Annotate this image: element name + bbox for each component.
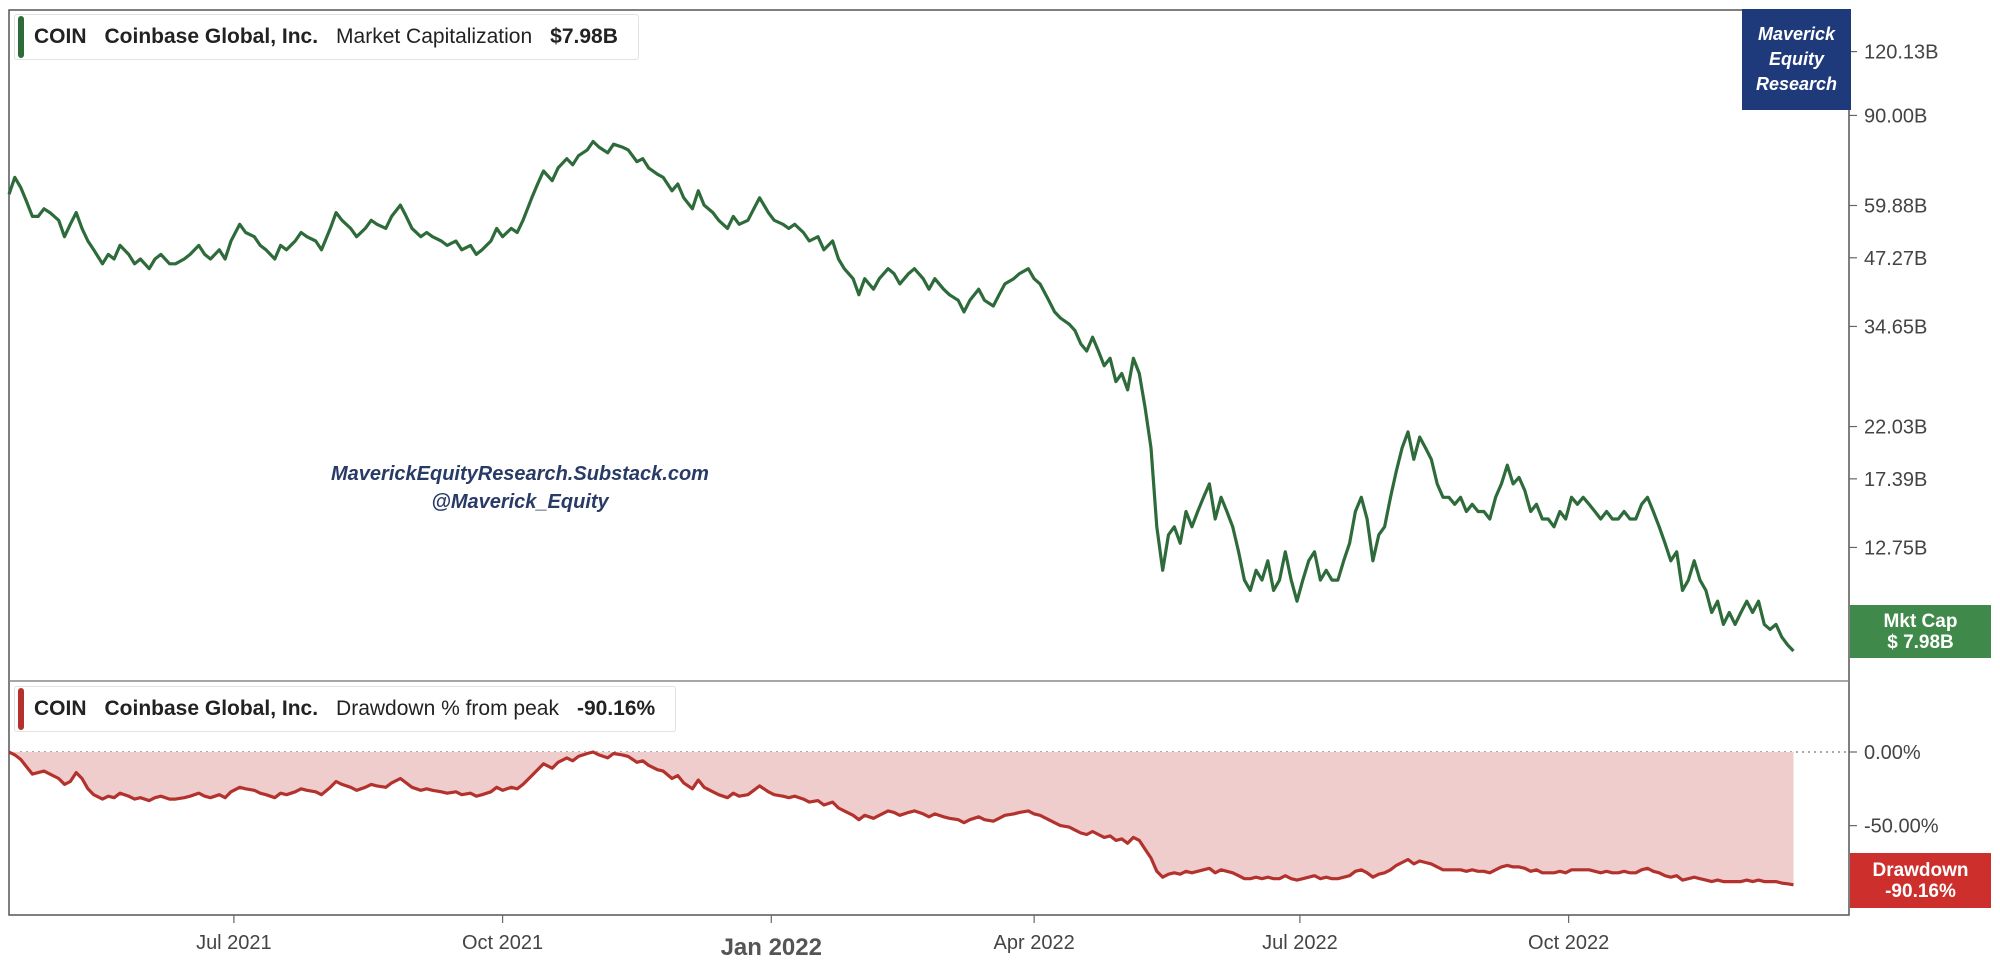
drawdown-line [8,750,1794,887]
brand-line-2: Equity [1768,49,1824,69]
brand-line-1: Maverick [1757,24,1836,44]
plot-frame [8,9,1850,916]
yaxis-tick-label: 59.88B [1864,196,1927,218]
top-legend-metric: Market Capitalization [336,25,533,48]
yaxis-tick-label: 120.13B [1864,42,1939,64]
xaxis-tick-label: Jul 2021 [196,932,272,954]
yaxis-tick-label: 22.03B [1864,417,1927,439]
yaxis-tick-label: -50.00% [1864,816,1939,838]
xaxis-tick-label: Apr 2022 [994,932,1075,954]
watermark-site: MaverickEquityResearch.Substack.com [331,463,709,485]
watermark: MaverickEquityResearch.Substack.com @Mav… [300,460,740,516]
brand-logo: Maverick Equity Research [1742,9,1851,110]
yaxis-drawdown: 0.00% -50.00% [1849,742,1939,838]
yaxis-tick-label: 0.00% [1864,742,1921,764]
mktcap-badge: Mkt Cap $ 7.98B [1850,605,1991,658]
drawdown-fill [9,752,1794,885]
top-legend-color-bar [18,16,24,58]
xaxis-tick-label: Oct 2021 [462,932,543,954]
yaxis-tick-label: 47.27B [1864,248,1927,270]
bottom-legend-value: -90.16% [576,697,656,720]
drawdown-series [8,750,1794,887]
xaxis-tick-label: Oct 2022 [1528,932,1609,954]
bottom-legend-metric: Drawdown % from peak [336,697,559,720]
mktcap-series [7,139,1795,653]
top-legend-ticker: COIN [34,25,87,48]
yaxis-tick-label: 90.00B [1864,105,1927,127]
xaxis-tick-label: Jan 2022 [721,934,822,961]
brand-line-3: Research [1755,74,1838,94]
yaxis-tick-label: 12.75B [1864,537,1927,559]
bottom-legend-color-bar [18,688,24,730]
yaxis-tick-label: 17.39B [1864,469,1927,491]
drawdown-badge-label: Drawdown [1872,859,1969,881]
drawdown-badge-value: -90.16% [1885,880,1956,902]
yaxis-market-cap: 120.13B 90.00B 59.88B 47.27B 34.65B 22.03B 17.… [1849,42,1939,559]
drawdown-badge: Drawdown -90.16% [1850,853,1991,908]
bottom-legend: COIN Coinbase Global, Inc. Drawdown % fr… [14,686,677,732]
top-legend: COIN Coinbase Global, Inc. Market Capita… [14,14,639,60]
bottom-legend-company: Coinbase Global, Inc. [104,697,319,720]
xaxis: Jul 2021 Oct 2021 Jan 2022 Apr 2022 Jul 2022… [196,915,1609,961]
mktcap-line [7,139,1795,653]
mktcap-badge-value: $ 7.98B [1887,631,1954,653]
mktcap-badge-label: Mkt Cap [1883,610,1958,632]
watermark-handle: @Maverick_Equity [431,491,609,513]
top-legend-company: Coinbase Global, Inc. [104,25,319,48]
bottom-legend-ticker: COIN [34,697,87,720]
yaxis-tick-label: 34.65B [1864,316,1927,338]
top-legend-value: $7.98B [550,25,618,48]
xaxis-tick-label: Jul 2022 [1262,932,1338,954]
